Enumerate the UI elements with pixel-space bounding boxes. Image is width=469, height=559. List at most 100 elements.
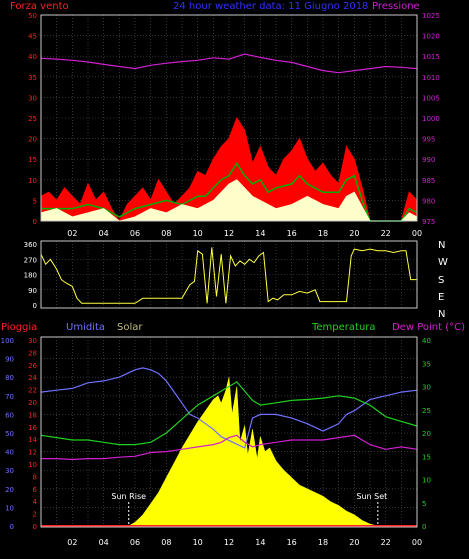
solar-axis-label: Solar (117, 322, 143, 333)
humidity-y-tick-label: 50 (5, 430, 14, 438)
rain-axis-label: Pioggia (1, 322, 37, 333)
wind-y-tick-label: 50 (28, 12, 37, 20)
humidity-series (40, 367, 418, 449)
x-tick-label: 04 (99, 538, 109, 547)
dewpoint-axis-label: Dew Point (°C) (392, 322, 465, 333)
compass-label: N (438, 309, 445, 320)
wind-y-tick-label: 15 (28, 156, 37, 164)
x-tick-label: 12 (224, 229, 234, 238)
wind-y-tick-label: 20 (28, 136, 37, 144)
wind-y-tick-label: 25 (28, 115, 37, 123)
x-tick-label: 22 (381, 229, 391, 238)
rain-y-tick-label: 8 (33, 473, 37, 481)
weather-panel-frame (40, 336, 418, 528)
x-tick-label: 02 (67, 538, 77, 547)
pressure-y-tick-label: 1015 (422, 53, 440, 61)
compass-label: E (438, 292, 444, 303)
wind-y-tick-label: 0 (33, 218, 37, 226)
humidity-y-tick-label: 70 (5, 393, 14, 401)
wind-y-ticks: 0 5 10 15 20 25 30 35 40 45 50 (28, 12, 37, 226)
humidity-y-tick-label: 40 (5, 449, 14, 457)
rain-y-tick-label: 18 (28, 411, 37, 419)
rain-y-tick-label: 6 (33, 486, 38, 494)
wind-y-tick-label: 30 (28, 94, 37, 102)
compass-label: N (438, 240, 445, 251)
humidity-y-tick-label: 100 (1, 337, 14, 345)
humidity-y-tick-label: 80 (5, 374, 14, 382)
x-tick-label: 22 (381, 538, 391, 547)
x-tick-label: 16 (287, 538, 297, 547)
x-tick-label: 08 (161, 229, 171, 238)
x-tick-label: 10 (193, 229, 203, 238)
humidity-y-tick-label: 60 (5, 411, 14, 419)
direction-y-ticks: 0 90 180 270 360 (24, 241, 37, 310)
humidity-y-tick-label: 10 (5, 504, 14, 512)
wind-y-tick-label: 35 (28, 74, 37, 82)
weather-x-ticks: 02 04 06 08 10 12 14 16 18 20 22 00 (67, 538, 422, 547)
x-tick-label: 06 (130, 229, 140, 238)
rain-y-tick-label: 4 (33, 498, 38, 506)
pressure-y-tick-label: 1000 (422, 115, 440, 123)
pressure-y-tick-label: 990 (422, 156, 435, 164)
rain-y-tick-label: 16 (28, 424, 37, 432)
temperature-y-tick-label: 20 (422, 430, 431, 438)
x-tick-label: 16 (287, 229, 297, 238)
sunset-label: Sun Set (356, 492, 387, 501)
temperature-y-tick-label: 0 (422, 523, 426, 531)
wind-panel-frame (40, 14, 418, 222)
solar-series (41, 377, 417, 527)
wind-y-tick-label: 40 (28, 53, 37, 61)
pressure-y-tick-label: 975 (422, 218, 435, 226)
rain-y-tick-label: 28 (28, 349, 37, 357)
chart-title: 24 hour weather data: 11 Giugno 2018 (173, 1, 368, 12)
wind-y-tick-label: 5 (33, 197, 37, 205)
humidity-y-tick-label: 30 (5, 467, 14, 475)
wind-y-tick-label: 45 (28, 33, 37, 41)
temperature-y-tick-label: 30 (422, 384, 431, 392)
x-tick-label: 18 (318, 229, 328, 238)
temperature-axis-label: Temperatura (311, 322, 376, 333)
wind-y-tick-label: 10 (28, 177, 37, 185)
pressure-axis-label: Pressione (372, 1, 420, 12)
wind-direction-series (40, 247, 417, 304)
x-tick-label: 10 (193, 538, 203, 547)
pressure-y-tick-label: 1005 (422, 94, 440, 102)
temperature-y-tick-label: 15 (422, 453, 431, 461)
rain-y-tick-label: 26 (28, 362, 37, 370)
x-tick-label: 14 (255, 229, 265, 238)
temperature-y-tick-label: 25 (422, 407, 431, 415)
direction-panel-frame (40, 240, 418, 309)
temperature-y-ticks: 0 5 10 15 20 25 30 35 40 (422, 337, 431, 531)
rain-y-tick-label: 12 (28, 449, 37, 457)
rain-y-tick-label: 20 (28, 399, 37, 407)
temperature-y-tick-label: 10 (422, 477, 431, 485)
pressure-y-tick-label: 1010 (422, 74, 440, 82)
compass-label: W (438, 257, 448, 268)
x-tick-label: 02 (67, 229, 77, 238)
wind-gust-series (40, 116, 418, 223)
x-tick-label: 00 (412, 229, 422, 238)
rain-y-tick-label: 30 (28, 337, 37, 345)
x-tick-label: 00 (412, 538, 422, 547)
pressure-y-tick-label: 995 (422, 136, 435, 144)
pressure-y-tick-label: 980 (422, 197, 435, 205)
pressure-series (40, 53, 418, 74)
x-tick-label: 18 (318, 538, 328, 547)
rain-y-tick-label: 10 (28, 461, 37, 469)
rain-y-tick-label: 0 (33, 523, 37, 531)
humidity-axis-label: Umidita (66, 322, 105, 333)
rain-y-tick-label: 24 (28, 374, 37, 382)
direction-y-tick-label: 270 (24, 256, 37, 264)
temperature-y-tick-label: 35 (422, 360, 431, 368)
direction-y-tick-label: 180 (24, 272, 37, 280)
x-tick-label: 08 (161, 538, 171, 547)
wind-average-series (41, 161, 418, 222)
dewpoint-series (41, 434, 418, 461)
wind-axis-label: Forza vento (10, 1, 69, 12)
sunrise-label: Sun Rise (111, 492, 146, 501)
direction-y-tick-label: 0 (33, 302, 37, 310)
direction-panel-grid (41, 241, 417, 308)
wind-x-ticks: 02 04 06 08 10 12 14 16 18 20 22 00 (67, 229, 422, 238)
